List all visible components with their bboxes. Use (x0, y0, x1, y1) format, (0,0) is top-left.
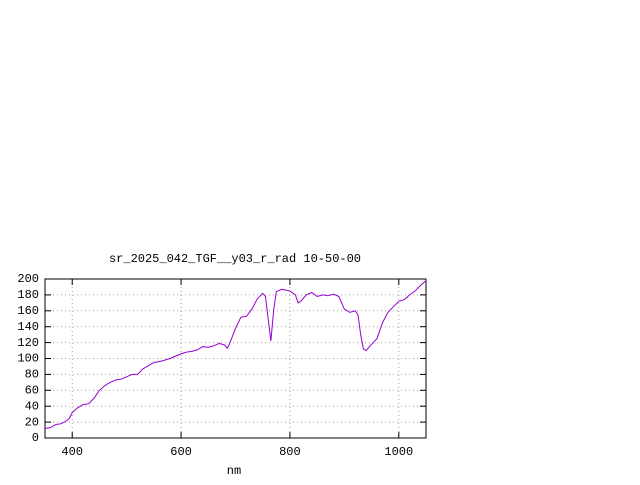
x-tick-label: 1000 (384, 445, 413, 459)
y-tick-label: 200 (17, 272, 39, 286)
y-tick-label: 80 (25, 368, 39, 382)
plot-frame (44, 278, 427, 439)
x-tick-label: 800 (279, 445, 301, 459)
y-tick-label: 160 (17, 304, 39, 318)
x-tick-label: 400 (61, 445, 83, 459)
y-tick-label: 0 (32, 431, 39, 445)
x-axis-label: nm (227, 464, 241, 478)
y-tick-label: 20 (25, 415, 39, 429)
y-tick-label: 140 (17, 320, 39, 334)
data-line (44, 280, 427, 429)
y-tick-label: 60 (25, 383, 39, 397)
y-tick-label: 40 (25, 399, 39, 413)
y-tick-label: 180 (17, 288, 39, 302)
chart-title: sr_2025_042_TGF__y03_r_rad 10-50-00 (109, 252, 361, 266)
y-tick-label: 120 (17, 336, 39, 350)
y-tick-label: 100 (17, 352, 39, 366)
x-tick-label: 600 (170, 445, 192, 459)
